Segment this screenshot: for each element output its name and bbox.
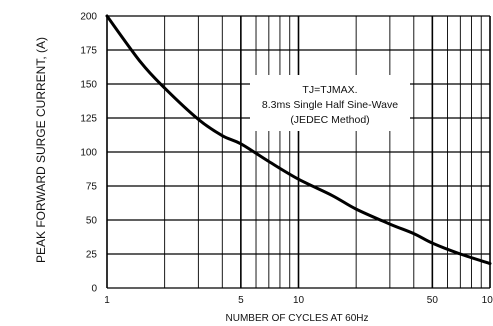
y-axis-label: PEAK FORWARD SURGE CURRENT, (A) [34, 37, 48, 263]
annotation-line-2: 8.3ms Single Half Sine-Wave [262, 99, 398, 111]
y-tick-label: 125 [80, 114, 97, 125]
y-tick-label: 175 [80, 46, 97, 57]
y-tick-label: 150 [80, 80, 97, 91]
y-tick-label: 100 [80, 148, 97, 159]
x-tick-label: 1 [104, 295, 110, 306]
y-tick-labels: 0 25 50 75 100 125 150 175 200 [80, 12, 97, 295]
x-tick-label: 5 [238, 295, 244, 306]
x-axis-label: NUMBER OF CYCLES AT 60Hz [226, 313, 369, 324]
y-tick-label: 200 [80, 12, 97, 23]
grid-lines [106, 15, 491, 289]
y-tick-label: 25 [86, 250, 98, 261]
annotation-box: TJ=TJMAX. 8.3ms Single Half Sine-Wave (J… [250, 75, 410, 131]
y-tick-label: 50 [86, 216, 98, 227]
annotation-background [250, 75, 410, 131]
y-tick-label: 75 [86, 182, 98, 193]
annotation-line-3: (JEDEC Method) [290, 114, 369, 126]
x-tick-labels: 1 5 10 50 100 [104, 295, 493, 306]
x-tick-label: 50 [427, 295, 439, 306]
y-tick-label: 0 [91, 284, 97, 295]
surge-current-curve [105, 14, 492, 266]
annotation-line-1: TJ=TJMAX. [302, 84, 357, 96]
x-tick-label: 10 [293, 295, 305, 306]
x-tick-label: 100 [482, 295, 493, 306]
